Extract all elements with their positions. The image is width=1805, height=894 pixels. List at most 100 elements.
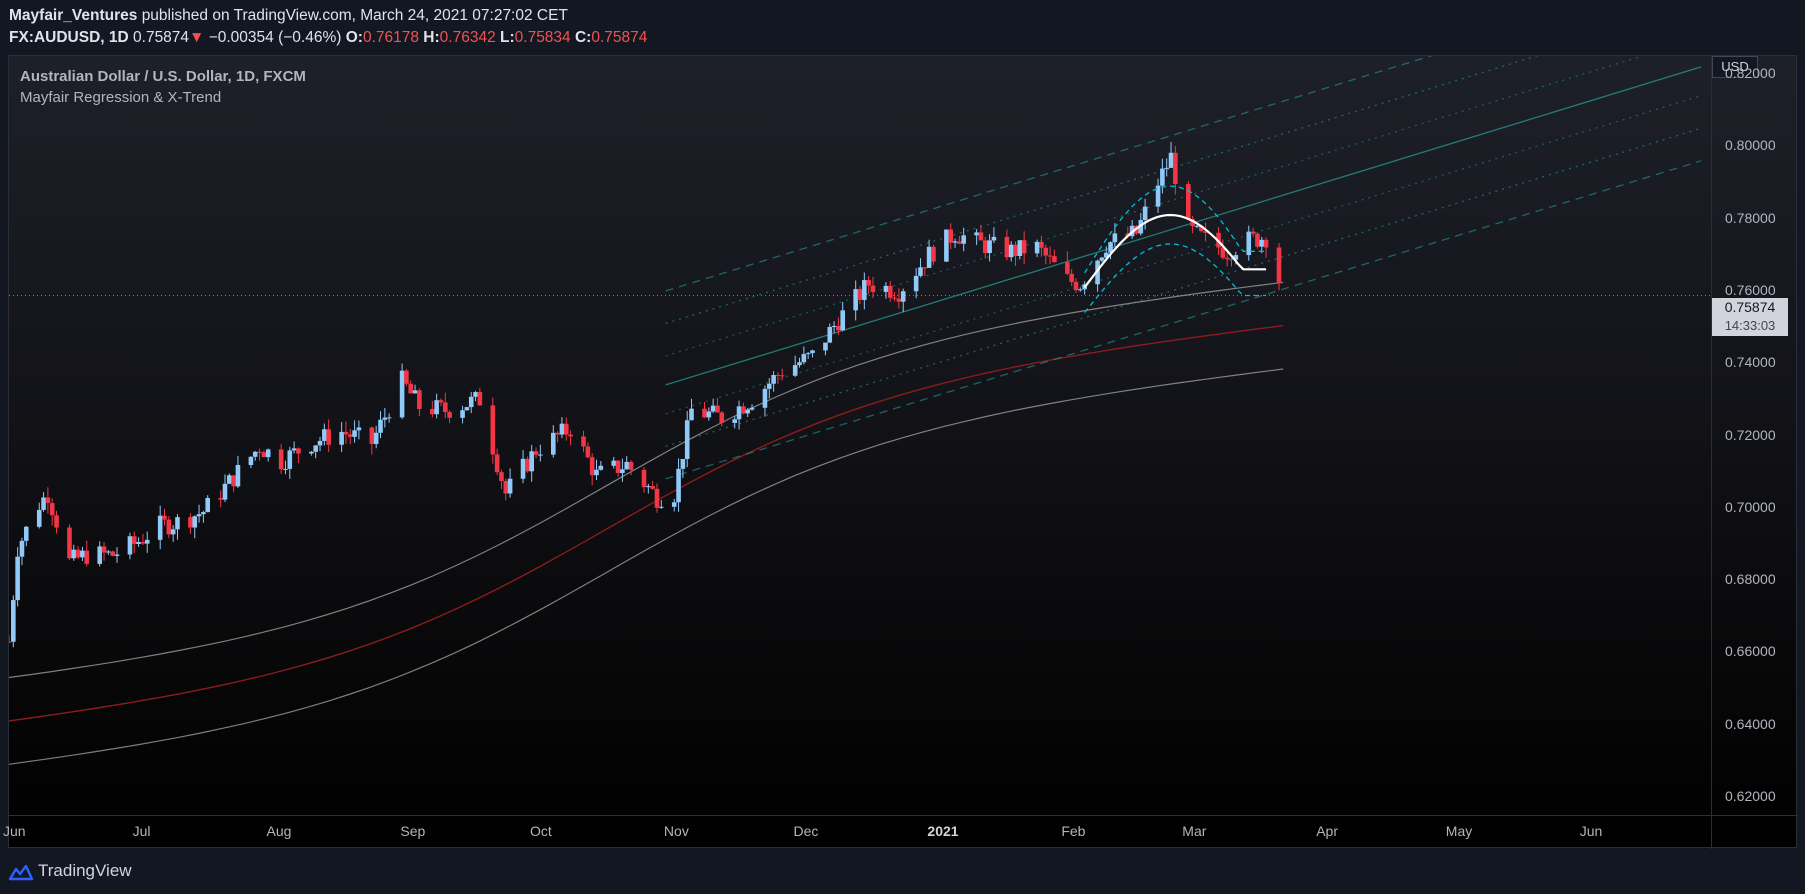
last-price: 0.75874	[133, 29, 190, 46]
candle-body	[265, 449, 271, 458]
candle-body	[797, 362, 802, 366]
currency-badge[interactable]: USD	[1712, 56, 1758, 78]
candle-body	[805, 353, 811, 355]
candle-body	[131, 536, 137, 545]
candle-body	[736, 406, 742, 420]
upper-band	[9, 281, 1284, 679]
candle-body	[127, 536, 133, 555]
candle-body	[1142, 206, 1148, 221]
candle-body	[810, 350, 815, 354]
candle-body	[862, 280, 867, 300]
candle-body	[520, 458, 526, 479]
time-axis-label: Sep	[400, 823, 426, 839]
time-axis-label: Aug	[266, 823, 292, 839]
candle-body	[568, 434, 573, 437]
candle-body	[464, 407, 470, 411]
candle-body	[1052, 256, 1057, 263]
candle-body	[261, 452, 267, 458]
candle-body	[1004, 236, 1010, 258]
regression-midline	[665, 66, 1702, 386]
candle-body	[252, 451, 258, 457]
candle-body	[710, 405, 716, 412]
tradingview-brand[interactable]: TradingView	[38, 861, 132, 880]
price-axis-label: 0.74000	[1725, 354, 1776, 371]
candle-body	[1047, 255, 1053, 257]
candle-body	[1186, 184, 1191, 219]
candle-body	[369, 427, 375, 445]
low-value: 0.75834	[514, 29, 571, 46]
candle-body	[257, 451, 262, 453]
candle-body	[283, 468, 288, 470]
candle-body	[801, 354, 807, 363]
candle-body	[1112, 233, 1118, 243]
candle-body	[1233, 255, 1239, 260]
candle-body	[287, 450, 293, 469]
candle-body	[1155, 185, 1161, 207]
chart-pane[interactable]: Australian Dollar / U.S. Dollar, 1D, FXC…	[3, 55, 1798, 849]
candle-body	[157, 515, 163, 540]
candle-body	[386, 417, 392, 419]
time-axis-label: Oct	[530, 823, 552, 839]
candle-body	[1039, 241, 1044, 248]
tradingview-logo-icon[interactable]	[8, 863, 34, 881]
candle-body	[408, 383, 414, 394]
xtrend-arc	[1083, 213, 1267, 288]
candle-body	[987, 240, 992, 253]
candle-body	[1229, 259, 1234, 261]
instrument-legend[interactable]: Australian Dollar / U.S. Dollar, 1D, FXC…	[20, 68, 306, 85]
candle-body	[1034, 241, 1040, 254]
candle-body	[67, 527, 72, 559]
candle-body	[931, 246, 936, 262]
price-axis-label: 0.66000	[1725, 643, 1776, 660]
candle-body	[529, 451, 534, 472]
candle-body	[684, 420, 690, 459]
candle-body	[594, 469, 599, 476]
candle-body	[883, 285, 889, 292]
candle-body	[654, 488, 660, 508]
candle-body	[136, 541, 141, 545]
candle-body	[775, 374, 781, 376]
candle-body	[745, 409, 750, 414]
candle-body	[317, 440, 323, 446]
candle-body	[671, 502, 677, 507]
candle-body	[162, 515, 167, 520]
regression-upper-0	[665, 56, 1645, 357]
candle-body	[559, 423, 565, 435]
price-axis-label: 0.78000	[1725, 209, 1776, 226]
candle-body	[771, 374, 776, 384]
candle-body	[957, 241, 962, 244]
candle-body	[114, 554, 120, 556]
candle-body	[892, 297, 897, 299]
candle-body	[680, 458, 686, 469]
candle-body	[473, 392, 478, 397]
candle-body	[1065, 262, 1070, 274]
candle-body	[1069, 273, 1074, 282]
price-axis-label: 0.64000	[1725, 715, 1776, 732]
candle-body	[23, 526, 29, 541]
candle-body	[438, 400, 444, 403]
candle-body	[585, 446, 591, 458]
candle-body	[563, 423, 569, 435]
current-price-badge: 0.75874 14:33:03	[1712, 298, 1788, 336]
candle-body	[974, 232, 979, 236]
candle-body	[49, 503, 55, 516]
candle-body	[857, 289, 863, 300]
candle-body	[140, 541, 146, 544]
candle-body	[853, 289, 858, 311]
candle-body	[658, 506, 664, 508]
publish-header: Mayfair_Ventures published on TradingVie…	[0, 0, 1805, 55]
high-value: 0.76342	[439, 29, 496, 46]
time-axis-label: May	[1445, 823, 1473, 839]
xtrend-lower-arc	[1084, 243, 1267, 314]
candle-body	[1259, 239, 1265, 247]
candle-body	[533, 451, 539, 455]
indicator-legend[interactable]: Mayfair Regression & X-Trend	[20, 89, 222, 106]
publisher-name[interactable]: Mayfair_Ventures	[9, 7, 138, 24]
price-chart-svg[interactable]	[9, 56, 1711, 815]
candle-body	[71, 549, 77, 559]
candle-body	[1263, 239, 1269, 248]
candle-body	[1103, 252, 1109, 258]
candle-body	[110, 551, 115, 556]
candle-body	[343, 431, 349, 435]
candle-body	[944, 229, 949, 262]
